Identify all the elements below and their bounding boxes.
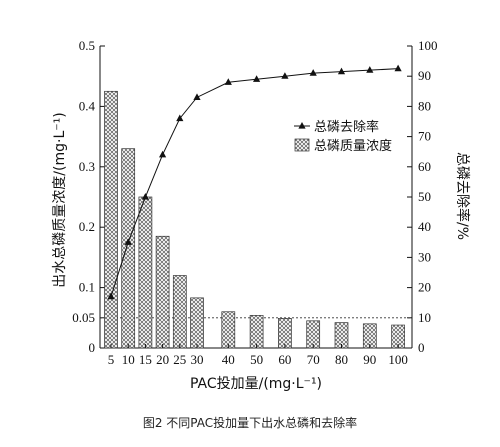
x-tick-label: 25 [173,352,186,367]
y-tick-label-right: 80 [418,98,431,113]
y-tick-label-right: 60 [418,159,431,174]
y-tick-label-left: 0.5 [79,38,95,53]
line-point [281,72,289,79]
legend-triangle-icon [298,122,306,129]
line-point [394,64,402,72]
x-tick-label: 15 [139,352,152,367]
line-point [224,78,232,85]
bar [104,90,118,349]
y-tick-label-left: 0.3 [79,159,95,174]
bar [249,315,264,349]
x-tick-label: 30 [191,352,204,367]
x-tick-label: 60 [278,352,291,367]
y-tick-label-right: 90 [418,68,431,83]
y-tick-label-left: 0.2 [79,219,95,234]
x-axis-title: PAC投加量/(mg·L⁻¹) [190,376,322,392]
bar [172,275,187,349]
y-tick-label-left: 0.05 [72,310,95,325]
x-tick-label: 20 [156,352,169,367]
line-point [124,238,132,245]
bar [221,311,236,349]
y-tick-label-right: 50 [418,189,431,204]
line-point [337,67,346,75]
chart: 0 0.05 0.1 0.2 0.3 0.4 0.5 0 10 20 30 40 50 60 70 80 90 1… [52,38,471,392]
y-axis-title-left: 出水总磷质量浓度/(mg·L⁻¹) [52,112,68,287]
x-tick-label: 50 [250,352,263,367]
plot-area: 0 0.05 0.1 0.2 0.3 0.4 0.5 0 10 20 30 40 50 60 70 80 90 1… [72,38,437,367]
x-tick-label: 70 [307,352,320,367]
y-tick-label-right: 70 [418,129,431,144]
y-tick-label-right: 40 [418,219,431,234]
y-tick-label-right: 20 [418,280,431,295]
legend-label-removal: 总磷去除率 [314,119,379,135]
y-tick-label-right: 10 [418,310,431,325]
bar [121,148,136,349]
y-tick-label-left: 0 [89,340,96,355]
line-point [309,69,317,76]
x-tick-label: 80 [335,352,348,367]
y-tick-label-right: 100 [418,38,438,53]
x-tick-label: 100 [388,352,408,367]
bar [278,318,292,349]
line-point [366,66,374,73]
line-point [141,193,149,200]
figure-caption: 图2 不同PAC投加量下出水总磷和去除率 [142,416,358,430]
x-tick-label: 40 [222,352,235,367]
y-tick-label-right: 30 [418,249,431,264]
y-axis-title-right: 总磷去除率/% [454,152,471,240]
line-point [159,150,167,158]
bar [306,320,321,349]
bar [190,297,204,349]
legend-bar-swatch [294,138,310,152]
line-series [110,68,399,297]
y-tick-label-right: 0 [418,340,425,355]
bar [138,196,153,349]
line-point [107,292,115,300]
y-tick-label-left: 0.4 [79,98,96,113]
line-point [176,114,184,122]
legend-label-concentration: 总磷质量浓度 [314,138,392,154]
x-tick-label: 10 [122,352,135,367]
line-point [193,93,201,100]
bar [155,235,170,349]
y-tick-label-left: 0.1 [79,280,95,295]
line-point [253,75,261,82]
x-tick-label: 90 [363,352,376,367]
x-tick-label: 5 [108,352,115,367]
